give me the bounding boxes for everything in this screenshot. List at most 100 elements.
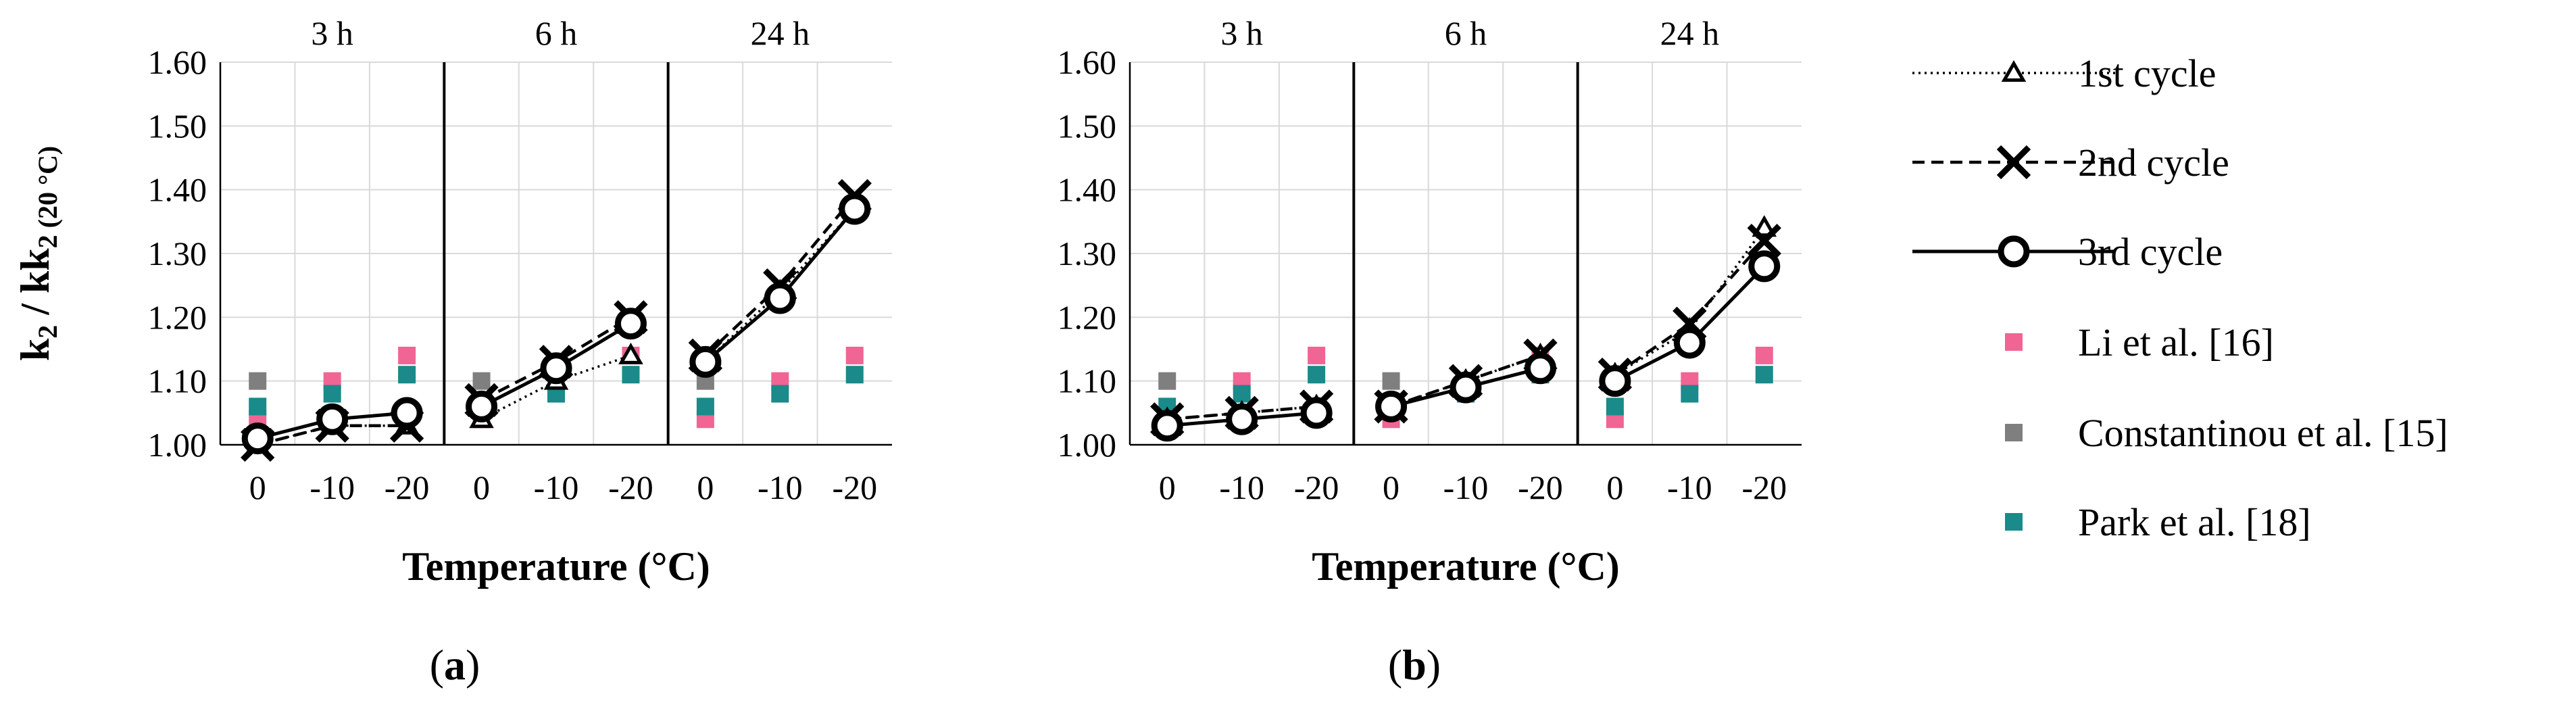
y-tick-label: 1.00 [1058, 426, 1117, 464]
y-tick-label: 1.10 [1058, 362, 1117, 400]
x-tick-label: -20 [1518, 468, 1563, 506]
y-tick-label: 1.40 [148, 171, 207, 209]
y-tick-label: 1.20 [148, 298, 207, 336]
reference-point [323, 385, 341, 403]
panel-label: (b) [1388, 641, 1441, 689]
series-point [618, 342, 643, 364]
series-point [839, 193, 871, 225]
x-tick-label: -10 [309, 468, 355, 506]
series-point [1300, 397, 1333, 429]
reference-point [1308, 346, 1326, 364]
y-tick-label: 1.50 [148, 107, 207, 145]
y-tick-label: 1.50 [1058, 107, 1117, 145]
y-tick-label: 1.20 [1058, 298, 1117, 336]
legend-swatch [2005, 424, 2023, 441]
x-tick-label: 0 [697, 468, 714, 506]
y-tick-label: 1.30 [1058, 235, 1117, 272]
legend-swatch [2005, 513, 2023, 531]
x-tick-label: -20 [832, 468, 877, 506]
legend-marker [1996, 145, 2031, 180]
x-tick-label: -20 [608, 468, 653, 506]
reference-point [845, 366, 864, 384]
x-axis-label: Temperature (°C) [1312, 544, 1620, 589]
x-tick-label: -20 [385, 468, 430, 506]
series-point [614, 308, 647, 340]
x-tick-label: -10 [1443, 468, 1489, 506]
x-tick-label: -20 [1741, 468, 1787, 506]
legend-label: Constantinou et al. [15] [2078, 411, 2448, 455]
x-tick-label: -10 [1219, 468, 1264, 506]
series-line [704, 195, 856, 357]
group-label: 3 h [311, 14, 353, 52]
reference-point [622, 366, 640, 384]
y-tick-label: 1.60 [148, 43, 207, 81]
y-tick-label: 1.60 [1058, 43, 1117, 81]
x-tick-label: -10 [1667, 468, 1712, 506]
reference-point [1755, 366, 1773, 384]
series-point [1226, 403, 1258, 435]
legend-label: 1st cycle [2078, 51, 2216, 95]
series-point [1673, 326, 1706, 359]
legend-marker [2001, 59, 2027, 82]
x-tick-label: 0 [1159, 468, 1176, 506]
series-point [540, 352, 572, 385]
legend-label: Li et al. [16] [2078, 320, 2274, 364]
chart-panel-b: 1.00 1.10 1.20 1.30 1.40 1.50 1.60 3 h 0 -10 -20 6 … [1058, 14, 1802, 689]
legend-label: Park et al. [18] [2078, 500, 2311, 544]
legend-label: 3rd cycle [2078, 230, 2223, 274]
panel-label: (a) [430, 641, 480, 689]
legend-label: 2nd cycle [2078, 141, 2229, 185]
reference-point [1233, 385, 1251, 403]
reference-point [1755, 346, 1773, 364]
series-point [466, 390, 498, 422]
series-point [1599, 365, 1631, 397]
reference-point [1308, 366, 1326, 384]
reference-point [398, 346, 416, 364]
series-point [241, 422, 274, 455]
series-point [316, 403, 349, 435]
chart-panel-a: 1.00 1.10 1.20 1.30 1.40 1.50 1.60 3 h 0 -10 -20 6 … [13, 14, 892, 689]
x-tick-label: -10 [534, 468, 579, 506]
x-tick-label: 0 [249, 468, 266, 506]
x-tick-label: 0 [1383, 468, 1400, 506]
series-point [689, 345, 722, 378]
reference-point [696, 397, 714, 416]
series-point [1524, 352, 1556, 385]
x-tick-label: 0 [473, 468, 490, 506]
reference-point [1681, 385, 1699, 403]
group-label: 6 h [1445, 14, 1487, 52]
group-label: 6 h [535, 14, 578, 52]
y-tick-label: 1.10 [148, 362, 207, 400]
series-point [1151, 410, 1183, 442]
reference-point [1382, 372, 1400, 390]
reference-point [1158, 372, 1176, 390]
series-point [1450, 371, 1482, 404]
group-label: 3 h [1220, 14, 1263, 52]
series-point [764, 282, 796, 314]
series-point [1748, 250, 1781, 283]
series-point [1375, 390, 1408, 422]
x-axis-label: Temperature (°C) [402, 544, 710, 589]
series-line [1167, 405, 1317, 421]
legend-swatch [2005, 333, 2023, 351]
reference-point [845, 346, 864, 364]
group-label: 24 h [751, 14, 810, 52]
x-tick-label: -20 [1294, 468, 1339, 506]
reference-point [398, 366, 416, 384]
series-point [1752, 215, 1777, 237]
group-label: 24 h [1660, 14, 1720, 52]
x-tick-label: 0 [1606, 468, 1623, 506]
series-line [1614, 239, 1766, 377]
reference-point [771, 385, 789, 403]
reference-point [249, 372, 267, 390]
legend-marker [1998, 235, 2030, 268]
series-point [1747, 223, 1781, 258]
reference-point [1606, 397, 1624, 416]
series-point [391, 397, 423, 429]
y-tick-label: 1.00 [148, 426, 207, 464]
reference-point [249, 397, 267, 416]
reference-point [472, 372, 491, 390]
legend: 1st cycle 2nd cycle 3rd cycle Li et al. [16… [1912, 51, 2448, 544]
y-tick-label: 1.30 [148, 235, 207, 272]
